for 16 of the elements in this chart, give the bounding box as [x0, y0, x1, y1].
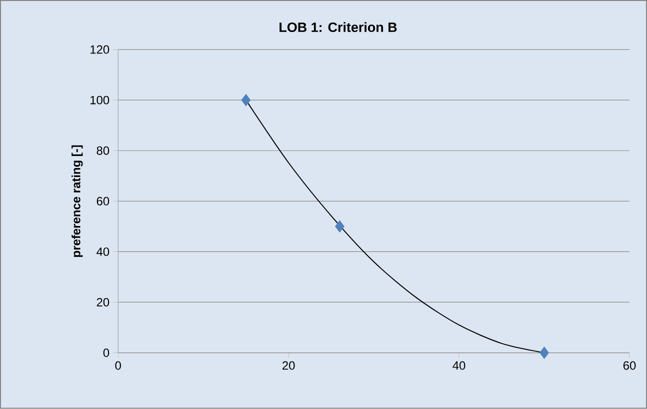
point [335, 220, 344, 233]
y-tick-label: 60 [96, 197, 110, 206]
y-axis-title: preference rating [-] [72, 145, 83, 257]
x-tick-label: 60 [623, 361, 636, 370]
y-tick-label: 0 [103, 348, 110, 358]
y-tick-label: 20 [96, 298, 110, 307]
y-tick-label: 100 [90, 96, 110, 104]
x-tick-label: 0 [115, 361, 121, 370]
point [540, 346, 549, 360]
chart-title: LOB 1: Criterion B [280, 22, 397, 32]
y-tick-label: 40 [96, 248, 110, 256]
x-tick-label: 40 [452, 361, 466, 370]
y-tick-label: 120 [90, 45, 110, 54]
y-tick-label: 80 [96, 146, 110, 155]
point [241, 94, 251, 106]
x-tick-label: 20 [282, 361, 295, 370]
